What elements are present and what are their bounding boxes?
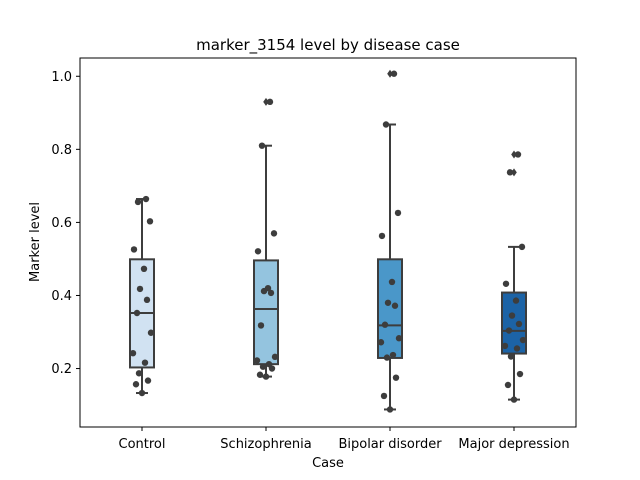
x-tick-label: Schizophrenia [220, 437, 311, 452]
data-point [141, 359, 149, 366]
data-point [144, 377, 152, 384]
data-point [259, 363, 267, 370]
data-point [514, 151, 522, 158]
x-tick-label: Major depression [458, 437, 569, 452]
y-tick-label: 1.0 [51, 70, 72, 85]
data-point [395, 335, 403, 342]
data-point [256, 371, 264, 378]
data-point [138, 389, 146, 397]
data-point [258, 142, 266, 149]
data-point [264, 284, 272, 292]
x-tick-label: Control [119, 437, 166, 452]
data-point [253, 357, 261, 364]
data-point [384, 299, 392, 306]
data-point [380, 392, 388, 400]
outlier-marker [263, 97, 269, 106]
data-point [512, 297, 520, 304]
data-point [378, 232, 386, 240]
y-tick-label: 0.6 [51, 216, 72, 231]
data-point [262, 373, 270, 380]
outlier-marker [387, 69, 393, 78]
data-point [506, 169, 514, 176]
data-point [390, 70, 398, 77]
data-point [508, 312, 516, 319]
data-point [513, 345, 521, 352]
data-point [382, 121, 390, 128]
data-point [507, 353, 515, 360]
data-point [133, 309, 141, 317]
data-point [129, 350, 137, 357]
data-point [254, 248, 262, 255]
data-point [505, 327, 513, 334]
data-point [142, 195, 150, 203]
x-tick-label: Bipolar disorder [338, 437, 442, 452]
data-point [389, 351, 397, 359]
data-point [257, 322, 265, 329]
data-point [266, 98, 274, 106]
data-point [146, 218, 154, 225]
data-point [265, 360, 273, 368]
data-point [143, 296, 151, 304]
data-point [140, 265, 148, 273]
data-point [134, 198, 142, 206]
data-point [383, 354, 391, 361]
y-tick-label: 0.4 [51, 289, 72, 304]
data-point [391, 302, 399, 309]
data-point [502, 280, 510, 287]
outlier-marker [511, 168, 517, 177]
data-point [381, 321, 389, 328]
plot-area: 0.2 0.4 0.6 0.8 1.0 Control Schizophrenia Bipol… [51, 69, 570, 452]
y-axis-label: Marker level [28, 202, 43, 282]
data-point [270, 230, 278, 237]
data-point [518, 243, 526, 251]
y-tick-label: 0.8 [51, 143, 72, 158]
data-point [377, 339, 385, 346]
data-point [271, 353, 279, 361]
data-point [510, 396, 518, 403]
box [253, 259, 279, 366]
data-point [392, 374, 400, 381]
outlier-marker [511, 150, 517, 159]
data-point [386, 406, 394, 413]
data-point [504, 381, 512, 389]
data-point [501, 342, 509, 350]
data-point [136, 285, 144, 293]
data-point [132, 381, 140, 388]
data-point [135, 370, 143, 377]
chart-title: marker_3154 level by disease case [196, 36, 460, 55]
data-point [394, 209, 402, 217]
data-point [147, 329, 155, 336]
data-point [267, 289, 275, 297]
data-point [388, 278, 396, 286]
data-point [519, 336, 527, 344]
x-axis-label: Case [312, 456, 344, 471]
y-tick-label: 0.2 [51, 362, 72, 377]
data-point [130, 246, 138, 253]
data-point [516, 370, 524, 378]
axes-frame [79, 57, 577, 428]
data-point [515, 320, 523, 328]
